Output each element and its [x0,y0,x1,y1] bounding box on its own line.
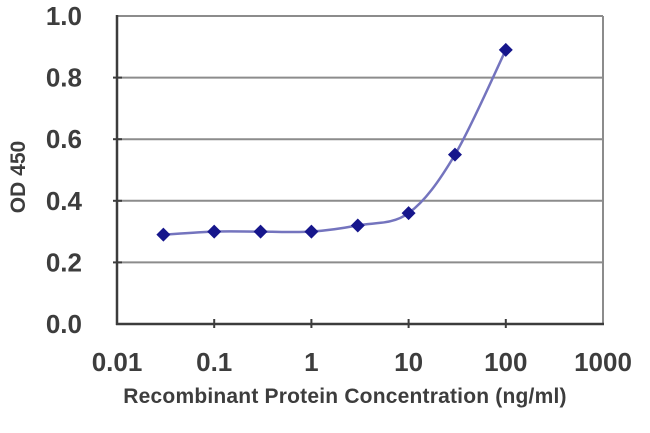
y-tick-label-0.2: 0.2 [46,247,82,277]
x-tick-label-1000: 1000 [574,347,632,377]
x-tick-label-0.1: 0.1 [196,347,232,377]
y-axis-title: OD 450 [7,140,30,214]
y-tick-label-0.0: 0.0 [46,309,82,339]
data-point-marker-100 [498,42,513,57]
x-tick-label-10: 10 [394,347,423,377]
data-point-marker-1 [304,224,319,239]
y-tick-label-1.0: 1.0 [46,1,82,31]
data-point-marker-0.03 [156,227,171,242]
x-tick-label-1: 1 [304,347,318,377]
y-tick-label-0.8: 0.8 [46,63,82,93]
data-point-marker-10 [401,206,416,221]
data-point-marker-0.1 [207,224,222,239]
data-point-marker-0.3 [253,224,268,239]
x-axis-title: Recombinant Protein Concentration (ng/ml… [123,385,567,408]
y-tick-label-0.4: 0.4 [46,186,83,216]
data-point-marker-3 [350,218,365,233]
x-tick-label-100: 100 [484,347,527,377]
x-tick-label-0.01: 0.01 [92,347,143,377]
y-tick-label-0.6: 0.6 [46,124,82,154]
data-point-marker-30 [447,147,462,162]
